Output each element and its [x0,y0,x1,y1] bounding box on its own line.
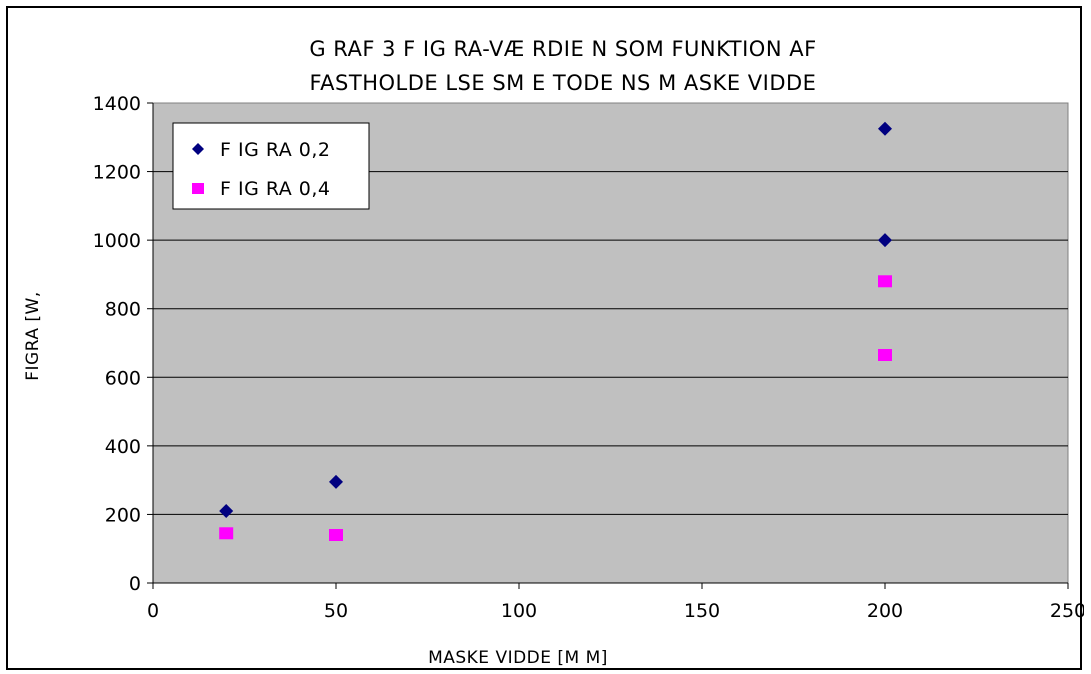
legend-marker-square [192,183,204,194]
x-tick-label: 50 [324,600,348,622]
y-axis-ticks: 0 200 400 600 800 1000 1200 1400 [93,93,153,595]
point-series-1-1 [329,529,343,541]
chart-title-line-1: G RAF 3 F IG RA-VÆ RDIE N SOM FUNKTION A… [309,37,816,61]
x-tick-label: 250 [1050,600,1084,622]
x-tick-label: 0 [147,600,159,622]
legend-label-figra-0-2: F IG RA 0,2 [220,139,331,161]
chart-frame: G RAF 3 F IG RA-VÆ RDIE N SOM FUNKTION A… [6,6,1082,670]
y-tick-label: 600 [105,367,141,389]
x-axis-ticks: 0 50 100 150 200 250 [147,583,1084,622]
y-tick-label: 800 [105,299,141,321]
y-tick-label: 1000 [93,230,141,252]
y-tick-label: 200 [105,504,141,526]
legend[interactable]: F IG RA 0,2 F IG RA 0,4 [173,123,369,209]
y-tick-label: 0 [129,573,141,595]
point-series-1-3 [878,349,892,361]
x-tick-label: 100 [501,600,537,622]
scatter-chart: G RAF 3 F IG RA-VÆ RDIE N SOM FUNKTION A… [8,8,1084,672]
point-series-1-2 [878,275,892,287]
y-axis-label: FIGRA [W, [23,291,43,380]
chart-title-line-2: FASTHOLDE LSE SM E TODE NS M ASKE VIDDE [310,71,817,95]
legend-label-figra-0-4: F IG RA 0,4 [220,178,331,200]
y-tick-label: 1200 [93,162,141,184]
point-series-1-0 [219,527,233,539]
x-tick-label: 200 [867,600,903,622]
y-tick-label: 400 [105,436,141,458]
y-tick-label: 1400 [93,93,141,115]
x-axis-label: MASKE VIDDE [M M] [428,648,608,668]
x-tick-label: 150 [684,600,720,622]
